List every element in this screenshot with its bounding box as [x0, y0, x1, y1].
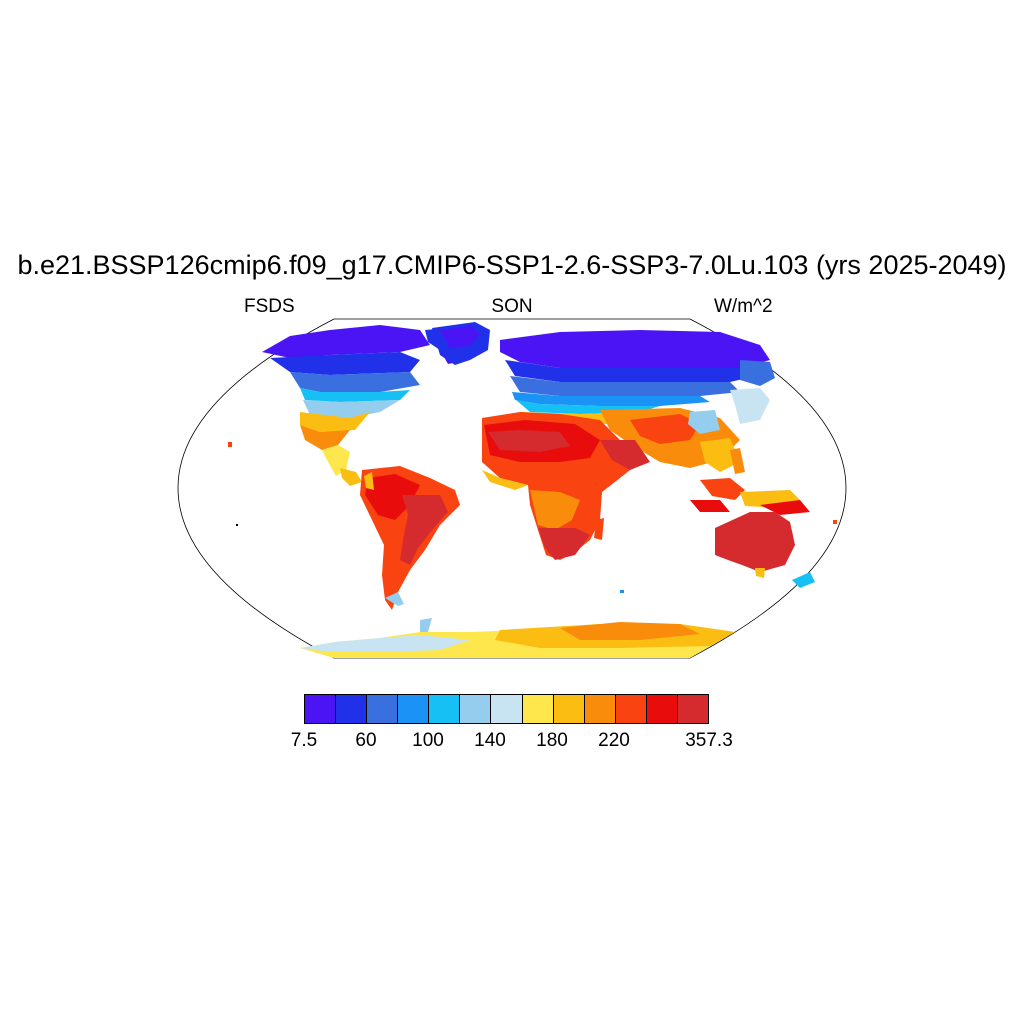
- colorbar-box: [522, 695, 554, 723]
- colorbar-box: [305, 695, 337, 723]
- colorbar-box: [677, 695, 709, 723]
- colorbar-box: [336, 695, 368, 723]
- colorbar-tick-label: 140: [474, 730, 506, 751]
- antarctica: [300, 618, 735, 658]
- units-label: W/m^2: [714, 296, 773, 317]
- colorbar-box: [429, 695, 461, 723]
- colorbar-box: [615, 695, 647, 723]
- plot-title: b.e21.BSSP126cmip6.f09_g17.CMIP6-SSP1-2.…: [17, 250, 1007, 280]
- south-america: [360, 466, 460, 610]
- australia: [715, 512, 815, 588]
- colorbar-box: [398, 695, 430, 723]
- colorbar-tick-label: 60: [355, 730, 377, 751]
- colorbar-box: [367, 695, 399, 723]
- season-label: SON: [491, 296, 533, 317]
- colorbar-box: [646, 695, 678, 723]
- islands: [228, 442, 837, 593]
- colorbar-box: [491, 695, 523, 723]
- colorbar: [304, 694, 709, 724]
- colorbar-tick-label: 220: [598, 730, 630, 751]
- southeast-asia: [690, 448, 810, 515]
- colorbar-tick-label: 357.3: [685, 730, 733, 751]
- africa: [482, 412, 650, 560]
- variable-label: FSDS: [244, 296, 295, 317]
- colorbar-box: [460, 695, 492, 723]
- colorbar-box: [584, 695, 616, 723]
- colorbar-tick-label: 7.5: [290, 730, 318, 751]
- greenland: [432, 322, 490, 365]
- colorbar-tick-label: 180: [536, 730, 568, 751]
- colorbar-tick-label: 100: [412, 730, 444, 751]
- colorbar-box: [553, 695, 585, 723]
- eurasia: [500, 330, 775, 472]
